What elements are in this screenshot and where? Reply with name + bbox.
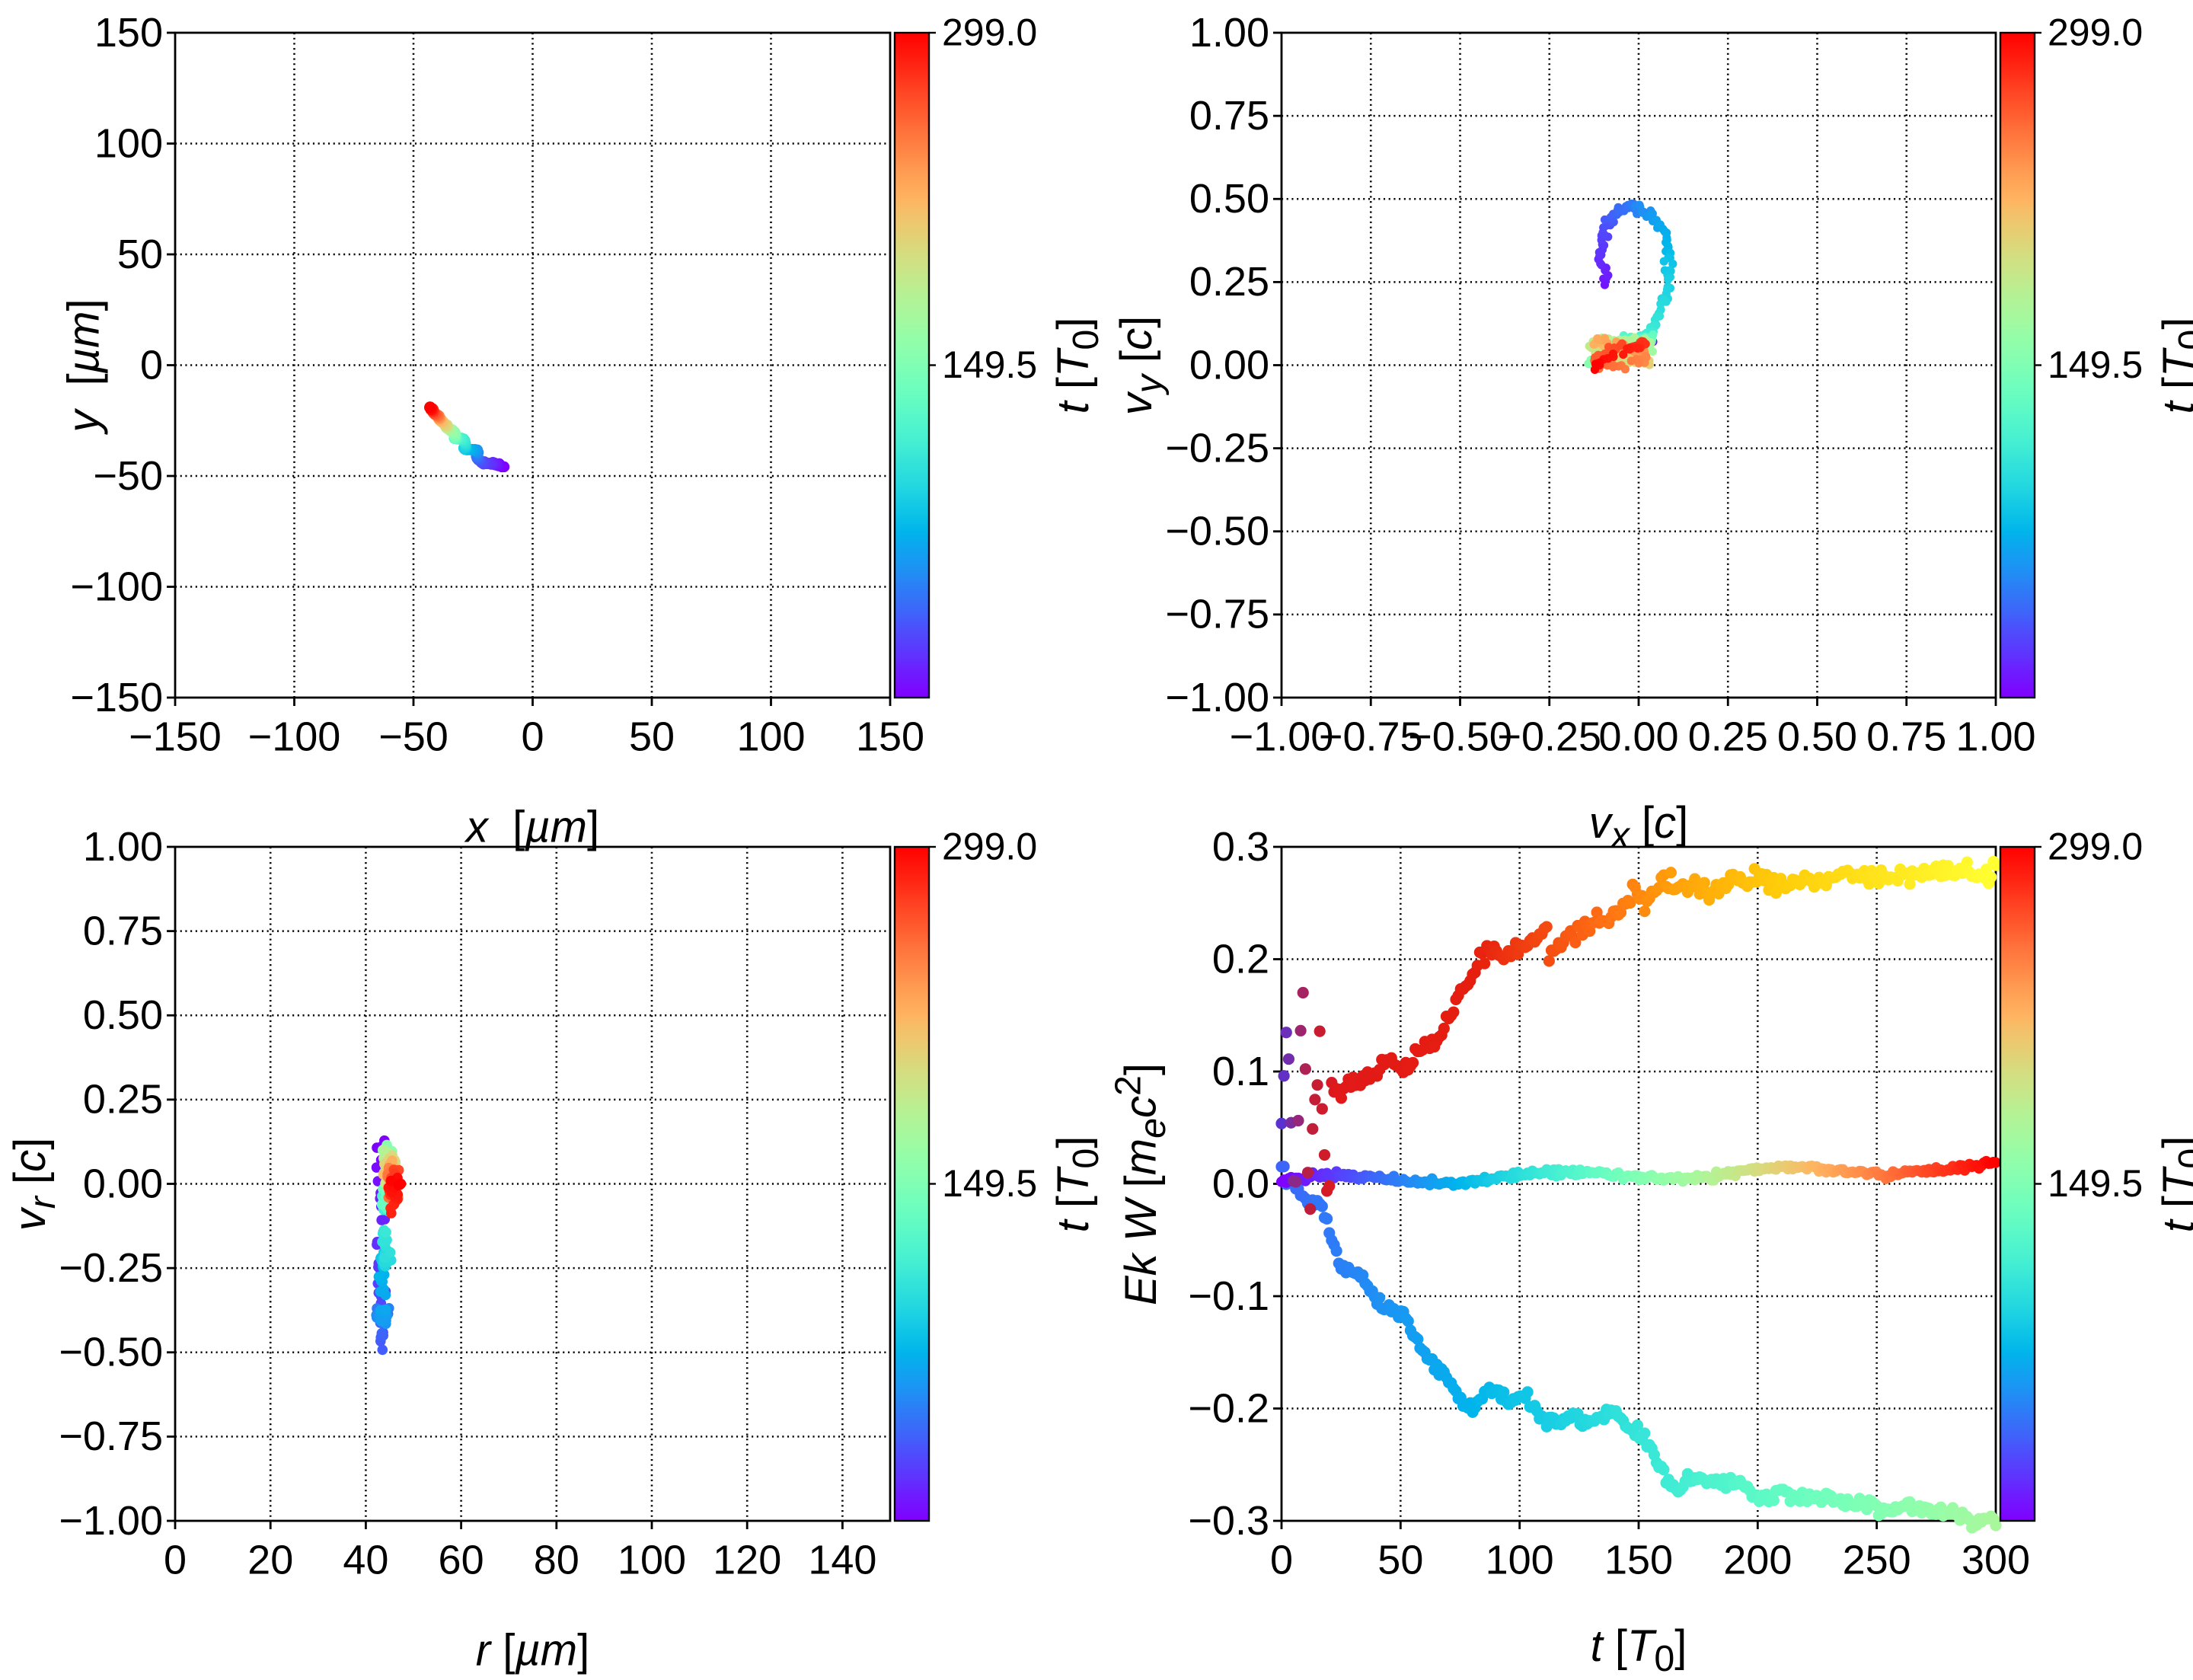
svg-text:0.0: 0.0 — [1212, 1161, 1269, 1206]
svg-text:−0.3: −0.3 — [1188, 1498, 1269, 1544]
svg-text:−0.50: −0.50 — [1408, 714, 1512, 760]
svg-text:0.2: 0.2 — [1212, 936, 1269, 982]
svg-text:0.25: 0.25 — [1688, 714, 1768, 760]
svg-text:−0.50: −0.50 — [59, 1330, 163, 1375]
svg-text:299.0: 299.0 — [942, 11, 1037, 54]
svg-text:−0.1: −0.1 — [1188, 1273, 1269, 1319]
svg-text:149.5: 149.5 — [2048, 343, 2143, 386]
svg-text:1.00: 1.00 — [1955, 714, 2035, 760]
svg-text:0.25: 0.25 — [1189, 259, 1269, 305]
svg-text:150: 150 — [94, 10, 163, 56]
svg-text:−0.75: −0.75 — [59, 1413, 163, 1459]
svg-text:1.00: 1.00 — [83, 824, 163, 870]
svg-text:50: 50 — [117, 232, 163, 277]
svg-text:0.3: 0.3 — [1212, 824, 1269, 870]
svg-text:−1.00: −1.00 — [1165, 675, 1269, 720]
svg-text:0.75: 0.75 — [1866, 714, 1946, 760]
svg-text:−0.2: −0.2 — [1188, 1385, 1269, 1431]
svg-text:−50: −50 — [93, 453, 163, 499]
svg-text:149.5: 149.5 — [942, 343, 1037, 386]
svg-text:100: 100 — [94, 120, 163, 166]
svg-text:−0.25: −0.25 — [1497, 714, 1601, 760]
svg-text:0.1: 0.1 — [1212, 1049, 1269, 1094]
svg-text:−1.00: −1.00 — [1230, 714, 1334, 760]
svg-text:299.0: 299.0 — [2048, 826, 2143, 868]
svg-text:0.00: 0.00 — [1598, 714, 1678, 760]
svg-text:0: 0 — [164, 1538, 187, 1583]
svg-text:299.0: 299.0 — [942, 826, 1037, 868]
svg-text:150: 150 — [1604, 1538, 1673, 1583]
svg-text:140: 140 — [808, 1538, 876, 1583]
svg-text:0.50: 0.50 — [83, 992, 163, 1038]
svg-text:−100: −100 — [70, 564, 163, 609]
svg-text:149.5: 149.5 — [2048, 1162, 2143, 1205]
svg-text:0.75: 0.75 — [83, 908, 163, 953]
svg-text:−1.00: −1.00 — [59, 1498, 163, 1544]
svg-text:50: 50 — [1377, 1538, 1423, 1583]
svg-text:250: 250 — [1843, 1538, 1911, 1583]
svg-text:100: 100 — [736, 714, 805, 760]
svg-text:100: 100 — [618, 1538, 686, 1583]
svg-text:50: 50 — [629, 714, 675, 760]
svg-text:200: 200 — [1723, 1538, 1792, 1583]
svg-text:−50: −50 — [378, 714, 448, 760]
svg-text:−150: −150 — [70, 675, 163, 720]
svg-text:0: 0 — [1270, 1538, 1293, 1583]
svg-text:20: 20 — [247, 1538, 293, 1583]
svg-text:−0.25: −0.25 — [59, 1245, 163, 1291]
svg-text:80: 80 — [534, 1538, 579, 1583]
svg-text:1.00: 1.00 — [1189, 10, 1269, 56]
svg-text:−0.75: −0.75 — [1165, 592, 1269, 637]
svg-text:−0.25: −0.25 — [1165, 425, 1269, 471]
svg-text:100: 100 — [1486, 1538, 1554, 1583]
svg-text:150: 150 — [856, 714, 924, 760]
svg-text:0.00: 0.00 — [1189, 342, 1269, 388]
svg-text:0.25: 0.25 — [83, 1077, 163, 1123]
svg-text:0: 0 — [140, 342, 163, 388]
svg-text:−0.75: −0.75 — [1319, 714, 1423, 760]
svg-text:300: 300 — [1962, 1538, 2030, 1583]
svg-text:−150: −150 — [129, 714, 222, 760]
svg-text:149.5: 149.5 — [942, 1162, 1037, 1205]
svg-text:−0.50: −0.50 — [1165, 509, 1269, 554]
svg-text:0.75: 0.75 — [1189, 93, 1269, 139]
svg-text:299.0: 299.0 — [2048, 11, 2143, 54]
svg-text:0.50: 0.50 — [1777, 714, 1857, 760]
svg-text:0.50: 0.50 — [1189, 176, 1269, 222]
svg-text:−100: −100 — [248, 714, 341, 760]
svg-text:60: 60 — [439, 1538, 484, 1583]
svg-text:40: 40 — [343, 1538, 388, 1583]
svg-text:0.00: 0.00 — [83, 1161, 163, 1206]
svg-text:0: 0 — [521, 714, 544, 760]
svg-text:120: 120 — [713, 1538, 781, 1583]
